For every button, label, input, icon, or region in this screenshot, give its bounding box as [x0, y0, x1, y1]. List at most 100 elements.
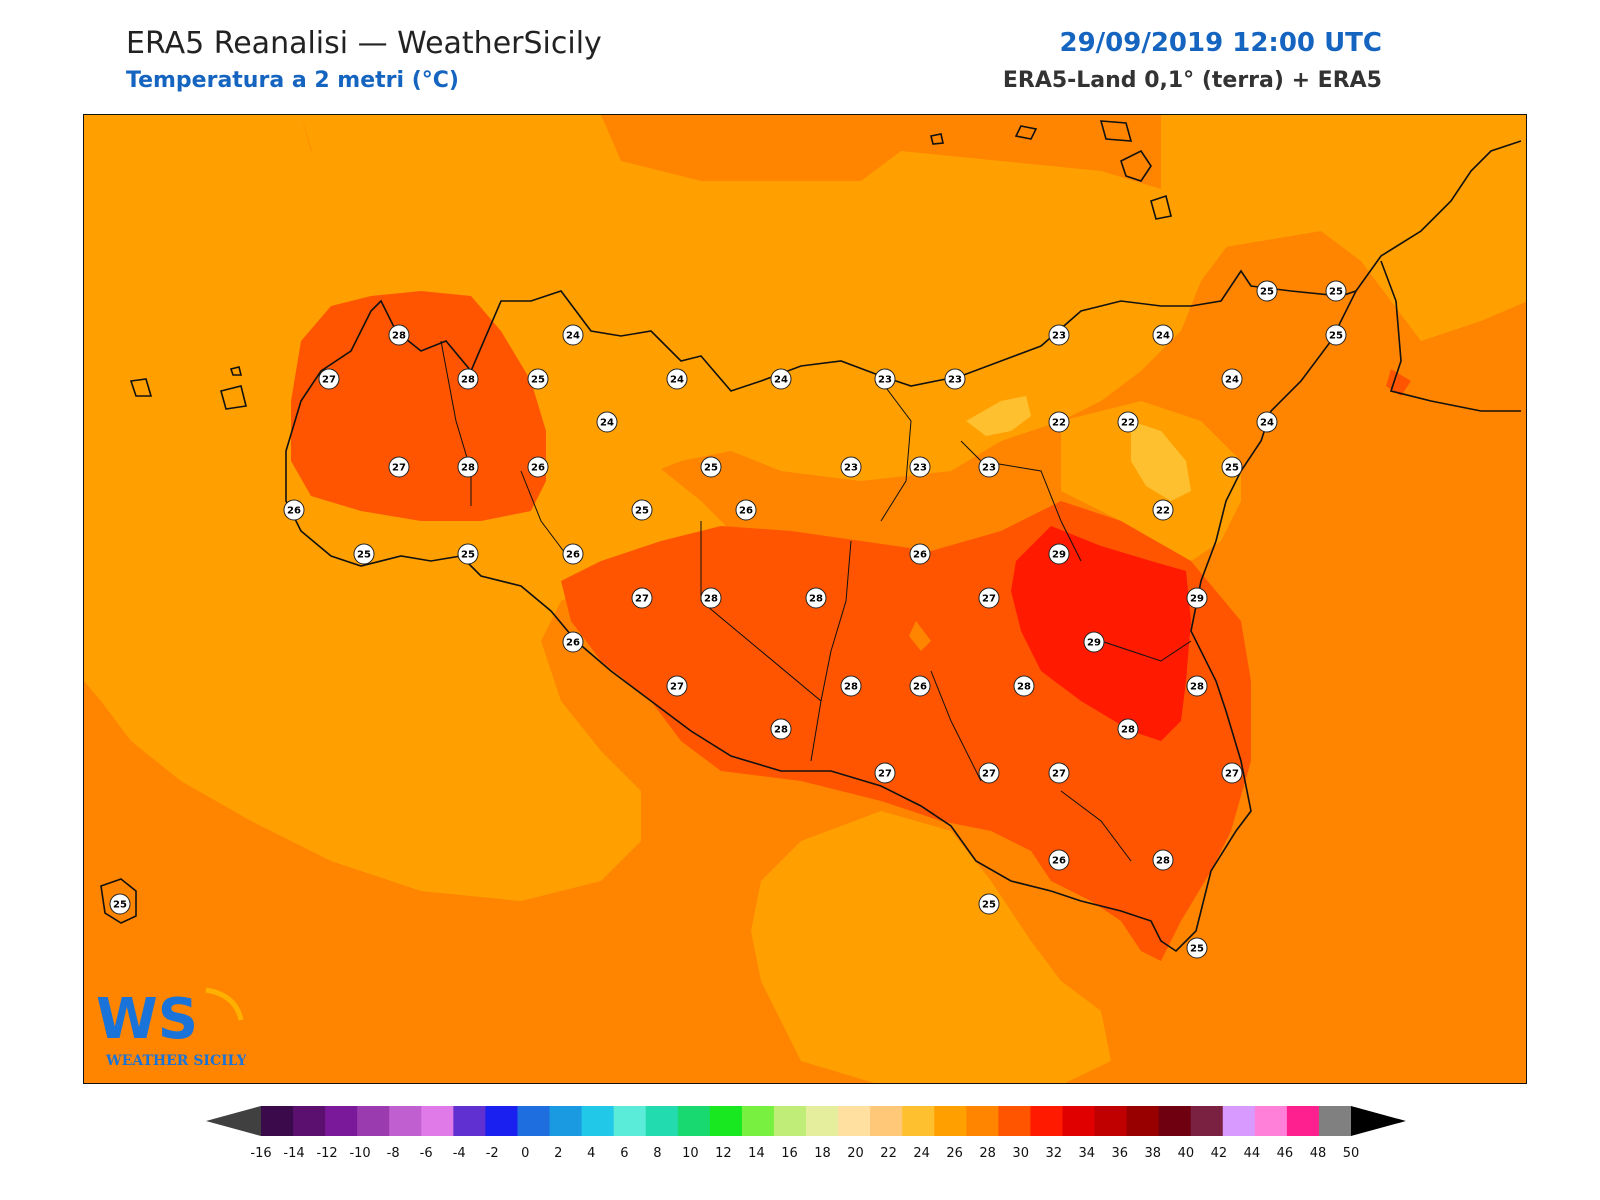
station-marker[interactable]: 26: [527, 456, 549, 478]
colorbar-cell: [870, 1106, 903, 1136]
station-value: 28: [392, 331, 406, 342]
station-value: 26: [739, 506, 753, 517]
colorbar-cell: [581, 1106, 615, 1136]
colorbar-cell: [1254, 1106, 1288, 1136]
station-marker[interactable]: 27: [1221, 762, 1243, 784]
station-marker[interactable]: 22: [1117, 411, 1139, 433]
station-marker[interactable]: 27: [388, 456, 410, 478]
station-marker[interactable]: 23: [944, 368, 966, 390]
colorbar-cell: [1222, 1106, 1256, 1136]
station-value: 28: [774, 725, 788, 736]
station-marker[interactable]: 25: [978, 893, 1000, 915]
station-marker[interactable]: 26: [1048, 849, 1070, 871]
station-marker[interactable]: 24: [1256, 411, 1278, 433]
zone-26-inner: [909, 621, 931, 651]
station-marker[interactable]: 26: [562, 631, 584, 653]
station-marker[interactable]: 29: [1048, 543, 1070, 565]
colorbar-cell: [1158, 1106, 1192, 1136]
colorbar-tick-label: 8: [653, 1146, 661, 1161]
station-marker[interactable]: 27: [978, 762, 1000, 784]
station-marker[interactable]: 25: [527, 368, 549, 390]
station-value: 28: [809, 594, 823, 605]
station-value: 27: [1225, 769, 1239, 780]
station-marker[interactable]: 28: [840, 675, 862, 697]
station-marker[interactable]: 27: [978, 587, 1000, 609]
colorbar-tick-label: 34: [1078, 1146, 1095, 1161]
station-marker[interactable]: 27: [666, 675, 688, 697]
station-circle: [978, 587, 1000, 609]
station-circle: [1186, 587, 1208, 609]
station-marker[interactable]: 25: [700, 456, 722, 478]
station-marker[interactable]: 26: [909, 543, 931, 565]
station-value: 28: [1121, 725, 1135, 736]
station-marker[interactable]: 25: [353, 543, 375, 565]
station-marker[interactable]: 25: [457, 543, 479, 565]
station-marker[interactable]: 26: [562, 543, 584, 565]
station-marker[interactable]: 23: [909, 456, 931, 478]
station-marker[interactable]: 25: [1186, 937, 1208, 959]
colorbar-tick-label: -6: [420, 1146, 433, 1161]
colorbar-tick-label: 30: [1012, 1146, 1029, 1161]
colorbar-cell: [1062, 1106, 1096, 1136]
station-marker[interactable]: 28: [1013, 675, 1035, 697]
station-marker[interactable]: 29: [1186, 587, 1208, 609]
station-marker[interactable]: 23: [874, 368, 896, 390]
station-marker[interactable]: 23: [978, 456, 1000, 478]
station-circle: [527, 456, 549, 478]
station-marker[interactable]: 29: [1083, 631, 1105, 653]
station-circle: [1083, 631, 1105, 653]
colorbar-tick-label: 0: [521, 1146, 529, 1161]
colorbar-tick-label: 12: [715, 1146, 732, 1161]
station-value: 25: [461, 550, 475, 561]
colorbar-tick-label: 16: [781, 1146, 798, 1161]
station-circle: [1186, 675, 1208, 697]
station-marker[interactable]: 22: [1048, 411, 1070, 433]
station-marker[interactable]: 22: [1152, 499, 1174, 521]
station-marker[interactable]: 28: [770, 718, 792, 740]
station-marker[interactable]: 25: [631, 499, 653, 521]
station-marker[interactable]: 27: [1048, 762, 1070, 784]
station-marker[interactable]: 23: [840, 456, 862, 478]
station-circle: [1048, 543, 1070, 565]
station-marker[interactable]: 25: [1325, 324, 1347, 346]
station-marker[interactable]: 28: [457, 456, 479, 478]
station-circle: [666, 368, 688, 390]
station-marker[interactable]: 24: [562, 324, 584, 346]
station-marker[interactable]: 24: [1152, 324, 1174, 346]
station-marker[interactable]: 27: [318, 368, 340, 390]
colorbar-tick-label: 50: [1343, 1146, 1360, 1161]
station-marker[interactable]: 23: [1048, 324, 1070, 346]
station-marker[interactable]: 24: [596, 411, 618, 433]
station-marker[interactable]: 28: [1117, 718, 1139, 740]
station-marker[interactable]: 25: [1325, 280, 1347, 302]
station-marker[interactable]: 28: [1152, 849, 1174, 871]
colorbar-cell: [1190, 1106, 1224, 1136]
station-value: 23: [1052, 331, 1066, 342]
colorbar-tick-label: -2: [486, 1146, 499, 1161]
temperature-map[interactable]: 28 27 28 25 24 24 24 23 23 23 24 25 25 25 24 24 22 22 24 27…: [83, 114, 1527, 1084]
station-marker[interactable]: 26: [909, 675, 931, 697]
station-marker[interactable]: 28: [388, 324, 410, 346]
station-marker[interactable]: 25: [1221, 456, 1243, 478]
station-marker[interactable]: 25: [109, 893, 131, 915]
station-marker[interactable]: 24: [770, 368, 792, 390]
station-marker[interactable]: 24: [666, 368, 688, 390]
logo-initials: WS: [96, 987, 198, 1052]
station-marker[interactable]: 27: [631, 587, 653, 609]
station-value: 25: [357, 550, 371, 561]
station-marker[interactable]: 24: [1221, 368, 1243, 390]
colorbar-cell: [806, 1106, 839, 1136]
station-marker[interactable]: 26: [283, 499, 305, 521]
station-marker[interactable]: 28: [700, 587, 722, 609]
station-marker[interactable]: 26: [735, 499, 757, 521]
station-circle: [1325, 324, 1347, 346]
station-marker[interactable]: 28: [805, 587, 827, 609]
station-marker[interactable]: 28: [1186, 675, 1208, 697]
colorbar-under-arrow: [206, 1106, 261, 1136]
station-marker[interactable]: 27: [874, 762, 896, 784]
station-marker[interactable]: 25: [1256, 280, 1278, 302]
station-value: 25: [531, 375, 545, 386]
colorbar-cell: [453, 1106, 486, 1136]
station-marker[interactable]: 28: [457, 368, 479, 390]
station-value: 24: [566, 331, 580, 342]
